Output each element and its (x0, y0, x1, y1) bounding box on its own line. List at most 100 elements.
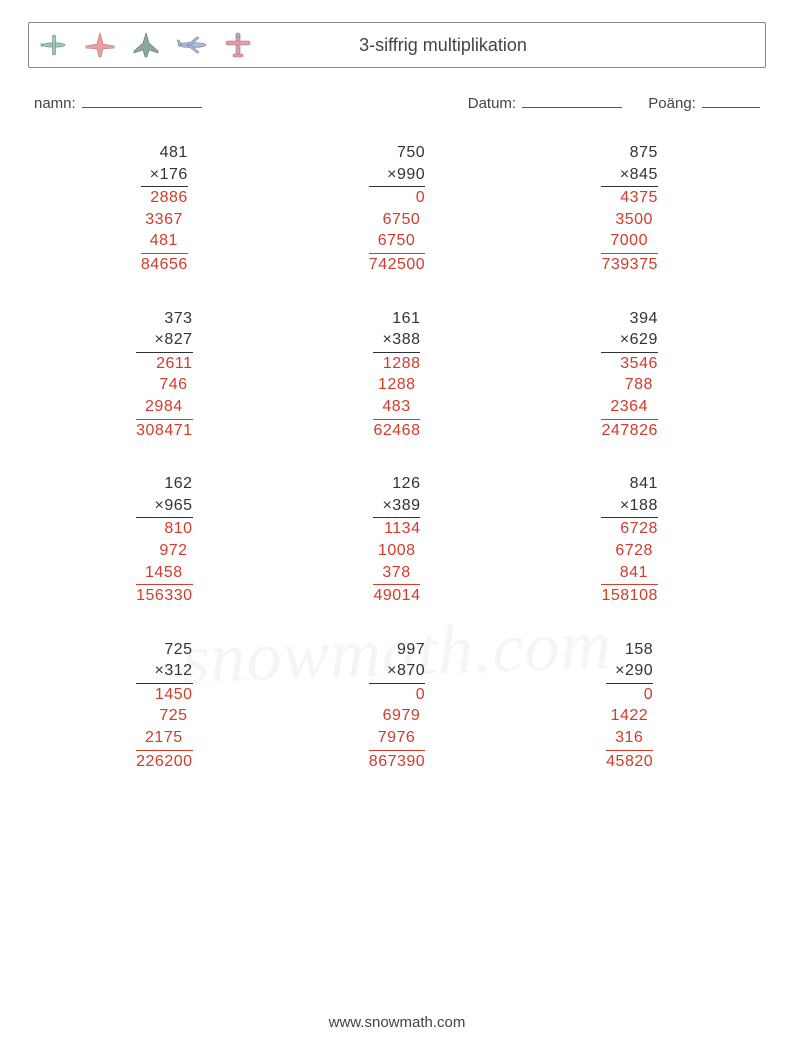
problem: 997 ×870 0 6979 7976 867390 (311, 639, 484, 773)
multiplier: ×990 (369, 164, 425, 188)
partial-product: 1458 (136, 562, 192, 586)
multiplier: ×965 (136, 495, 192, 519)
partial-product: 725 (136, 705, 192, 727)
score-label: Poäng: (648, 94, 760, 112)
partial-product: 3546 (601, 353, 657, 375)
problem: 875 ×845 4375 3500 7000 739375 (543, 142, 716, 276)
problem: 161 ×388 12881288 483 62468 (311, 308, 484, 442)
product-result: 156330 (136, 585, 192, 607)
partial-product: 4375 (601, 187, 657, 209)
product-result: 739375 (601, 254, 657, 276)
multiplication-stack: 126 ×389 11341008 378 49014 (373, 473, 420, 607)
multiplier: ×312 (136, 660, 192, 684)
multiplicand: 725 (136, 639, 192, 661)
multiplier: ×389 (373, 495, 420, 519)
partial-product: 316 (606, 727, 653, 751)
product-result: 49014 (373, 585, 420, 607)
problem: 162 ×965 810 972 1458 156330 (78, 473, 251, 607)
partial-product: 3500 (601, 209, 657, 231)
product-result: 84656 (141, 254, 188, 276)
partial-product: 2175 (136, 727, 192, 751)
partial-product: 1288 (373, 353, 420, 375)
product-result: 742500 (369, 254, 425, 276)
partial-product: 788 (601, 374, 657, 396)
multiplicand: 373 (136, 308, 192, 330)
partial-product: 0 (606, 684, 653, 706)
partial-product: 1008 (373, 540, 420, 562)
name-blank[interactable] (82, 94, 202, 108)
multiplier: ×176 (141, 164, 188, 188)
multiplication-stack: 162 ×965 810 972 1458 156330 (136, 473, 192, 607)
partial-product: 7976 (369, 727, 425, 751)
multiplication-stack: 875 ×845 4375 3500 7000 739375 (601, 142, 657, 276)
multiplication-stack: 841 ×188 6728 6728 841 158108 (601, 473, 657, 607)
multiplication-stack: 750 ×990 0 6750 6750 742500 (369, 142, 425, 276)
worksheet-title: 3-siffrig multiplikation (255, 35, 751, 56)
icon-row (37, 28, 255, 62)
partial-product: 378 (373, 562, 420, 586)
multiplicand: 841 (601, 473, 657, 495)
partial-product: 2984 (136, 396, 192, 420)
multiplier: ×629 (601, 329, 657, 353)
multiplication-stack: 481 ×176 28863367 481 84656 (141, 142, 188, 276)
problem-grid: 481 ×176 28863367 481 84656 750 ×990 0 6… (78, 142, 716, 772)
partial-product: 6750 (369, 230, 425, 254)
fighter-jet-icon (129, 28, 163, 62)
problem: 158 ×290 01422 316 45820 (543, 639, 716, 773)
partial-product: 2886 (141, 187, 188, 209)
multiplicand: 750 (369, 142, 425, 164)
multiplicand: 481 (141, 142, 188, 164)
jet-plane-icon (83, 28, 117, 62)
partial-product: 810 (136, 518, 192, 540)
multiplicand: 875 (601, 142, 657, 164)
multiplicand: 394 (601, 308, 657, 330)
footer-url: www.snowmath.com (0, 1014, 794, 1031)
problem: 126 ×389 11341008 378 49014 (311, 473, 484, 607)
partial-product: 7000 (601, 230, 657, 254)
problem: 841 ×188 6728 6728 841 158108 (543, 473, 716, 607)
partial-product: 1288 (373, 374, 420, 396)
multiplication-stack: 725 ×312 1450 725 2175 226200 (136, 639, 192, 773)
multiplication-stack: 394 ×629 3546 788 2364 247826 (601, 308, 657, 442)
product-result: 226200 (136, 751, 192, 773)
multiplicand: 162 (136, 473, 192, 495)
problem: 750 ×990 0 6750 6750 742500 (311, 142, 484, 276)
partial-product: 6728 (601, 540, 657, 562)
multiplicand: 161 (373, 308, 420, 330)
multiplication-stack: 373 ×827 2611 746 2984 308471 (136, 308, 192, 442)
partial-product: 1450 (136, 684, 192, 706)
date-label: Datum: (468, 94, 623, 112)
product-result: 158108 (601, 585, 657, 607)
name-label: namn: (34, 94, 202, 112)
partial-product: 481 (141, 230, 188, 254)
meta-row: namn: Datum: Poäng: (34, 94, 760, 112)
airliner-icon (175, 28, 209, 62)
partial-product: 6979 (369, 705, 425, 727)
multiplier: ×827 (136, 329, 192, 353)
multiplicand: 126 (373, 473, 420, 495)
problem: 394 ×629 3546 788 2364 247826 (543, 308, 716, 442)
problem: 481 ×176 28863367 481 84656 (78, 142, 251, 276)
partial-product: 3367 (141, 209, 188, 231)
small-plane-icon (221, 28, 255, 62)
product-result: 62468 (373, 420, 420, 442)
multiplication-stack: 997 ×870 0 6979 7976 867390 (369, 639, 425, 773)
partial-product: 746 (136, 374, 192, 396)
date-blank[interactable] (522, 94, 622, 108)
multiplication-stack: 161 ×388 12881288 483 62468 (373, 308, 420, 442)
score-blank[interactable] (702, 94, 760, 108)
partial-product: 6728 (601, 518, 657, 540)
partial-product: 1422 (606, 705, 653, 727)
multiplicand: 997 (369, 639, 425, 661)
worksheet-header: 3-siffrig multiplikation (28, 22, 766, 68)
multiplier: ×388 (373, 329, 420, 353)
problem: 373 ×827 2611 746 2984 308471 (78, 308, 251, 442)
partial-product: 972 (136, 540, 192, 562)
partial-product: 841 (601, 562, 657, 586)
multiplier: ×870 (369, 660, 425, 684)
multiplier: ×845 (601, 164, 657, 188)
multiplication-stack: 158 ×290 01422 316 45820 (606, 639, 653, 773)
partial-product: 0 (369, 684, 425, 706)
partial-product: 0 (369, 187, 425, 209)
product-result: 308471 (136, 420, 192, 442)
